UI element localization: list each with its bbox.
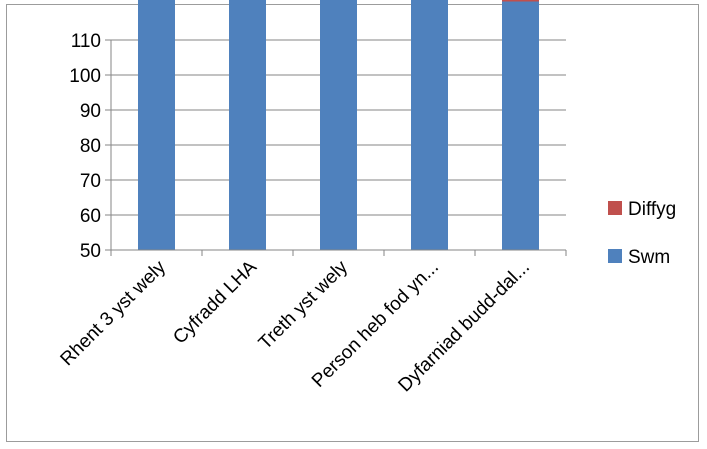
legend-swatch-diffyg [608,201,622,215]
y-tick-label: 50 [80,241,101,262]
y-tick-label: 60 [80,206,101,227]
y-tick-labels: 50 60 70 80 90 100 110 [69,31,101,262]
x-category-label: Treth yst wely [255,256,353,354]
bar-diffyg-5 [502,0,539,2]
y-tick-label: 110 [71,31,101,52]
x-category-label: Rhent 3 yst wely [57,256,171,370]
legend: Diffyg Swm [608,199,676,268]
legend-label-diffyg: Diffyg [628,199,676,220]
y-tick-label: 70 [80,171,101,192]
legend-label-swm: Swm [628,247,670,268]
bars [138,0,539,250]
y-tick-label: 100 [69,66,101,87]
bar-swm-4 [411,0,448,250]
bar-swm-2 [229,0,266,250]
bar-swm-1 [138,0,175,250]
axes [105,39,567,256]
x-category-label: Cyfradd LHA [169,256,261,348]
legend-swatch-swm [608,249,622,263]
bar-swm-3 [320,0,357,250]
y-tick-label: 90 [80,101,101,122]
y-tick-label: 80 [80,136,101,157]
bar-swm-5 [502,1,539,250]
